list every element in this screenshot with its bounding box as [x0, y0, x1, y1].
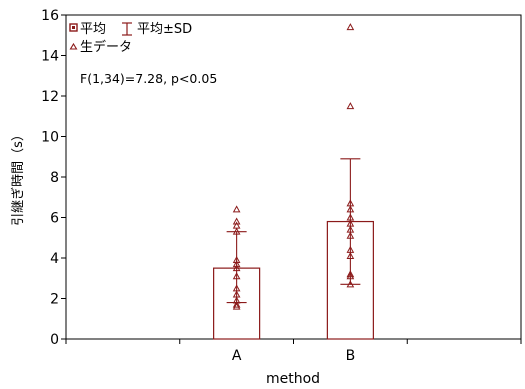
y-tick-label: 2 [50, 292, 59, 308]
plot-frame [65, 14, 522, 340]
raw-data-point [232, 302, 241, 310]
raw-data-points [232, 23, 355, 310]
raw-data-point [232, 227, 241, 235]
plot-area-border [65, 14, 522, 340]
raw-data-point [232, 264, 241, 272]
legend: 平均 平均±SD 生データ [69, 22, 192, 55]
legend-raw-label: 生データ [80, 39, 132, 55]
legend-raw-marker [69, 42, 78, 50]
legend-mean-marker [69, 23, 78, 32]
raw-data-point [346, 231, 355, 239]
y-axis-label: 引継ぎ時間（s） [11, 128, 26, 226]
y-tick-label: 14 [41, 49, 59, 65]
stats-annotation: F(1,34)=7.28, p<0.05 [80, 71, 217, 86]
raw-data-point [232, 300, 241, 308]
bars [213, 220, 374, 340]
legend-mean-marker-inner [72, 26, 75, 29]
y-axis: 0 2 4 6 8 10 12 14 16 [41, 8, 66, 348]
raw-data-point [346, 205, 355, 213]
raw-data-point [346, 102, 355, 110]
y-tick-label: 6 [50, 211, 59, 227]
raw-data-point [232, 260, 241, 268]
raw-data-point [232, 205, 241, 213]
raw-data-point [232, 217, 241, 225]
y-tick-label: 16 [41, 8, 59, 24]
y-tick-label: 10 [41, 130, 59, 146]
raw-data-point [346, 23, 355, 31]
y-tick-label: 8 [50, 170, 59, 186]
y-tick-label: 12 [41, 89, 59, 105]
y-tick-label: 4 [50, 251, 59, 267]
raw-data-point [346, 270, 355, 278]
raw-data-point [346, 280, 355, 288]
raw-data-point [346, 251, 355, 259]
x-tick-label: B [346, 348, 356, 364]
legend-mean-label: 平均 [80, 22, 106, 37]
y-tick-label: 0 [50, 332, 59, 348]
raw-data-point [232, 272, 241, 280]
legend-sd-label: 平均±SD [137, 22, 192, 37]
x-axis-label: method [266, 371, 320, 387]
raw-data-point [346, 272, 355, 280]
x-tick-label: A [232, 348, 242, 364]
raw-data-point [232, 255, 241, 264]
